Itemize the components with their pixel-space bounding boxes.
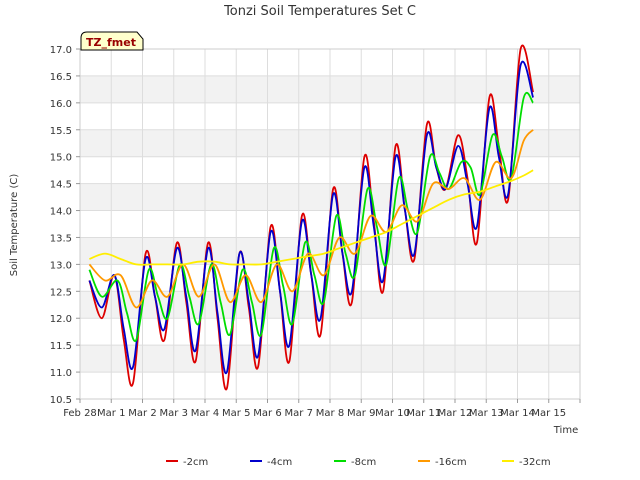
legend-item: -8cm	[334, 457, 376, 468]
x-tick-label: Mar 12	[438, 408, 473, 419]
y-tick-label: 11.5	[50, 341, 72, 352]
x-tick-label: Mar 15	[531, 408, 566, 419]
y-axis-title: Soil Temperature (C)	[9, 174, 20, 277]
legend-label: -4cm	[267, 457, 292, 468]
y-tick-label: 16.0	[50, 99, 72, 110]
legend-item: -32cm	[502, 457, 551, 468]
x-tick-label: Mar 9	[347, 408, 375, 419]
series-line-4cm	[88, 60, 534, 375]
y-tick-label: 13.0	[50, 260, 72, 271]
legend-label: -16cm	[435, 457, 467, 468]
y-tick-label: 14.5	[50, 180, 72, 191]
x-tick-label: Mar 2	[128, 408, 156, 419]
y-tick-label: 12.5	[50, 287, 72, 298]
x-tick-label: Mar 1	[97, 408, 125, 419]
y-tick-label: 15.0	[50, 153, 72, 164]
y-tick-label: 11.0	[50, 368, 72, 379]
y-axis-ticks: 10.5 11.0 11.5 12.0 12.5 13.0 13.5 14.0 14.5 15.0…	[50, 45, 80, 406]
legend-label: -32cm	[519, 457, 551, 468]
series-line-8cm	[88, 91, 534, 342]
x-tick-label: Mar 3	[160, 408, 188, 419]
x-tick-label: Mar 7	[285, 408, 313, 419]
x-tick-label: Mar 4	[191, 408, 219, 419]
x-tick-label: Mar 10	[375, 408, 410, 419]
x-tick-label: Mar 8	[316, 408, 344, 419]
x-tick-label: Mar 6	[253, 408, 281, 419]
x-tick-label: Mar 5	[222, 408, 250, 419]
y-tick-label: 13.5	[50, 233, 72, 244]
annotation-label: TZ_fmet	[86, 36, 136, 49]
legend-item: -16cm	[418, 457, 467, 468]
legend-item: -4cm	[250, 457, 292, 468]
y-tick-label: 16.5	[50, 72, 72, 83]
y-tick-label: 17.0	[50, 45, 72, 56]
y-tick-label: 15.5	[50, 126, 72, 137]
y-tick-label: 12.0	[50, 314, 72, 325]
series-line-16cm	[88, 129, 534, 309]
series-layer	[88, 44, 534, 391]
legend-item: -2cm	[166, 457, 208, 468]
grid-lines	[79, 48, 581, 400]
legend-label: -2cm	[183, 457, 208, 468]
legend: -2cm -4cm -8cm -16cm -32cm	[166, 457, 551, 468]
y-tick-label: 10.5	[50, 395, 72, 406]
y-tick-label: 14.0	[50, 207, 72, 218]
x-axis-title: Time	[553, 425, 578, 436]
legend-label: -8cm	[351, 457, 376, 468]
x-tick-label: Mar 13	[469, 408, 504, 419]
x-tick-label: Feb 28	[63, 408, 97, 419]
x-axis-ticks: Feb 28 Mar 1 Mar 2 Mar 3 Mar 4 Mar 5 Mar 6 Mar …	[63, 399, 581, 419]
annotation-box: TZ_fmet	[80, 31, 144, 51]
x-tick-label: Mar 11	[406, 408, 441, 419]
x-tick-label: Mar 14	[500, 408, 535, 419]
series-line-32cm	[89, 169, 534, 266]
chart-title: Tonzi Soil Temperatures Set C	[223, 4, 416, 19]
